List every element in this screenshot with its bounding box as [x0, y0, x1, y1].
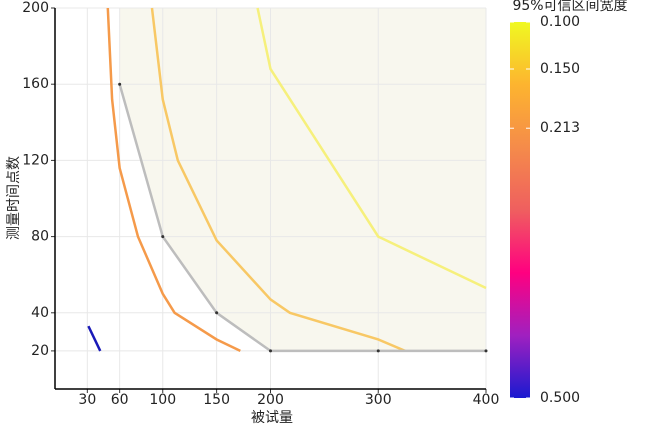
y-tick-label: 40 [31, 305, 49, 321]
x-axis-label: 被试量 [251, 410, 293, 426]
x-tick-label: 100 [149, 392, 176, 408]
feasible-region [119, 8, 487, 351]
colorbar-tick-label: 0.213 [540, 120, 580, 136]
colorbar-tick-label: 0.100 [540, 14, 580, 30]
vertex-dot [376, 349, 380, 353]
colorbar-tick-label: 0.150 [540, 61, 580, 77]
y-tick-label: 20 [31, 343, 49, 359]
vertex-dot [269, 349, 272, 353]
contour-line [87, 325, 102, 352]
x-tick-label: 150 [203, 392, 230, 408]
contour-line [106, 7, 241, 353]
colorbar-tick-label: 0.500 [540, 390, 580, 406]
colorbar-title: 95%可信区间宽度 [512, 0, 627, 14]
contour-line [256, 7, 487, 290]
vertex-dot [484, 349, 488, 353]
y-axis-label: 测量时间点数 [6, 156, 22, 240]
contour-line [118, 83, 486, 353]
x-tick-label: 200 [257, 392, 284, 408]
x-tick-label: 30 [78, 392, 96, 408]
x-tick-label: 300 [365, 392, 392, 408]
x-tick-label: 60 [111, 392, 129, 408]
colorbar [510, 22, 530, 398]
y-tick-label: 120 [22, 152, 49, 168]
contour-line [150, 7, 406, 353]
vertex-dot [215, 311, 219, 315]
y-tick-label: 80 [31, 229, 49, 245]
vertex-dot [118, 82, 122, 86]
y-tick-label: 160 [22, 76, 49, 92]
vertex-dot [161, 235, 165, 239]
y-tick-label: 200 [22, 0, 49, 16]
x-tick-label: 400 [473, 392, 500, 408]
